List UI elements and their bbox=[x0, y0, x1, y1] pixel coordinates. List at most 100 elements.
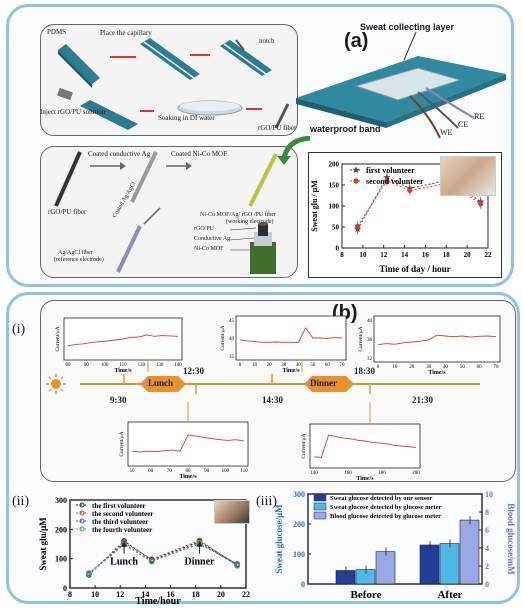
current-x-tick: 140 bbox=[310, 471, 318, 476]
y2-tick-label: 4 bbox=[485, 544, 489, 553]
time-0930: 9:30 bbox=[110, 395, 127, 405]
fiber-drawing bbox=[274, 103, 290, 129]
time-1230: 12:30 bbox=[183, 366, 204, 376]
label-we: WE bbox=[440, 128, 453, 137]
current-x-tick: 50 bbox=[130, 469, 136, 474]
current-x-tick: 120 bbox=[138, 363, 146, 368]
legend-swatch bbox=[313, 511, 327, 520]
legend-marker bbox=[79, 502, 85, 508]
y2-tick-label: 2 bbox=[485, 562, 489, 571]
current-x-tick: 100 bbox=[101, 363, 109, 368]
current-x-label: Time/s bbox=[282, 368, 300, 374]
label-reference-sub: (reference electrode) bbox=[54, 257, 104, 263]
arrow-line-1 bbox=[110, 56, 136, 58]
data-point bbox=[355, 223, 361, 229]
current-y-label: Current/μA bbox=[220, 325, 226, 350]
curved-arrow bbox=[277, 136, 311, 165]
y-tick-label: 50 bbox=[332, 224, 340, 232]
current-x-tick: 100 bbox=[222, 469, 230, 474]
current-x-tick: 30 bbox=[281, 363, 287, 368]
legend-label: Sweat glucose detected by our sensor bbox=[330, 495, 432, 502]
legend-label: the third volunteer bbox=[92, 518, 148, 526]
bar bbox=[355, 569, 376, 585]
label-pdms: PDMS bbox=[47, 28, 67, 36]
current-y-tick: 36 bbox=[367, 338, 373, 343]
x-tick-label: 10 bbox=[91, 590, 99, 599]
label-waterproof-band: waterproof band bbox=[310, 124, 381, 134]
device-illustration bbox=[296, 56, 506, 139]
series-4: the fourth volunteer bbox=[76, 526, 241, 578]
label-fiber: rGO/PU fiber bbox=[258, 124, 297, 132]
current-trace bbox=[67, 334, 179, 347]
current-x-tick: 110 bbox=[240, 469, 248, 474]
current-y-label: Current/μA bbox=[119, 431, 125, 456]
current-x-tick: 20 bbox=[267, 363, 273, 368]
current-x-tick: 50 bbox=[310, 363, 316, 368]
current-x-label: Time/s bbox=[428, 370, 446, 376]
current-y-label: Current/μA bbox=[358, 326, 364, 351]
y-tick-label: 300 bbox=[55, 496, 67, 505]
legend-marker bbox=[79, 526, 85, 532]
x-tick-label: 14 bbox=[401, 251, 409, 259]
current-x-label: Time/s bbox=[179, 474, 197, 480]
current-x-tick: 80 bbox=[66, 363, 72, 368]
x-tick-label: 16 bbox=[167, 590, 175, 599]
y2-axis-label: Blood glucose/mM bbox=[506, 503, 516, 575]
data-point bbox=[85, 571, 92, 578]
label-sweat-layer: Sweat collecting layer bbox=[360, 22, 455, 32]
current-x-tick: 90 bbox=[84, 363, 90, 368]
x-tick-label: 20 bbox=[217, 590, 225, 599]
ag-fiber-drawing bbox=[130, 151, 158, 203]
fabrication-box bbox=[40, 24, 298, 136]
label-place-capillary: Place the capillary bbox=[100, 29, 152, 37]
label-soaking: Soaking in DI water bbox=[158, 114, 215, 122]
current-frame bbox=[127, 421, 249, 467]
y-tick-label: 150 bbox=[329, 182, 340, 190]
label-layer-nico: Ni-Co MOF bbox=[194, 246, 224, 252]
legend-label: the first volunteer bbox=[92, 502, 146, 510]
legend-marker bbox=[353, 178, 359, 184]
x-tick-label: 18 bbox=[443, 251, 451, 259]
label-coated-ag: Coated conductive Ag bbox=[88, 150, 151, 158]
chart-ii: 8 10 12 14 16 18 20 22 0 100 200 300 Time/hour Sweat … bbox=[38, 496, 250, 604]
legend-swatch bbox=[313, 493, 327, 502]
x-tick-label: 20 bbox=[464, 251, 472, 259]
bar-group-before: Before bbox=[335, 547, 396, 601]
y-tick-label: 0 bbox=[336, 245, 340, 253]
lunch-note: Lunch bbox=[110, 557, 138, 568]
layered-fiber-drawing bbox=[250, 222, 276, 274]
current-x-tick: 60 bbox=[325, 363, 331, 368]
current-panel-5: 140 160 180 200 Time/s Current/μA bbox=[301, 423, 421, 482]
current-panel-2: 0 10 20 30 40 50 60 70 35 40 45 Time/s Current/μA bbox=[220, 315, 347, 374]
pointer-line bbox=[403, 31, 417, 61]
y-tick-label: 100 bbox=[329, 203, 340, 211]
series-line bbox=[88, 540, 238, 576]
y-tick-label: 200 bbox=[329, 161, 340, 169]
dinner-note: Dinner bbox=[184, 557, 215, 568]
current-y-label: Current/μA bbox=[301, 433, 307, 458]
current-trace bbox=[239, 327, 343, 344]
current-trace bbox=[313, 434, 417, 458]
legend-label: Sweat glucose detected by glucose meter bbox=[330, 504, 441, 511]
y-tick-label: 0 bbox=[63, 584, 67, 593]
dinner-tag bbox=[304, 376, 354, 392]
current-x-tick: 0 bbox=[239, 363, 242, 368]
current-trace bbox=[377, 334, 497, 346]
y-tick-label: 300 bbox=[293, 490, 305, 499]
current-x-tick: 50 bbox=[460, 365, 466, 370]
label-layer-rgo: rGO/PU bbox=[194, 226, 215, 232]
chart-iii: 0 100 200 300 0 2 4 6 8 10 Sweat glucose/μM Blood g… bbox=[274, 490, 516, 601]
y-tick-label: 100 bbox=[293, 550, 305, 559]
legend-label: Blood glucose detected by glucose meter bbox=[330, 513, 441, 520]
working-fiber-drawing bbox=[248, 153, 278, 207]
tag-lunch: Lunch bbox=[148, 378, 174, 388]
current-y-tick: 40 bbox=[367, 319, 373, 324]
current-x-tick: 60 bbox=[148, 469, 154, 474]
panel-a-label: (a) bbox=[344, 30, 369, 52]
data-point bbox=[384, 178, 390, 184]
y-tick-label: 200 bbox=[55, 525, 67, 534]
current-x-tick: 70 bbox=[494, 365, 500, 370]
label-coated-nico: Coated Ni-Co MOF bbox=[171, 150, 227, 158]
bar bbox=[419, 544, 440, 585]
bar bbox=[375, 551, 396, 585]
